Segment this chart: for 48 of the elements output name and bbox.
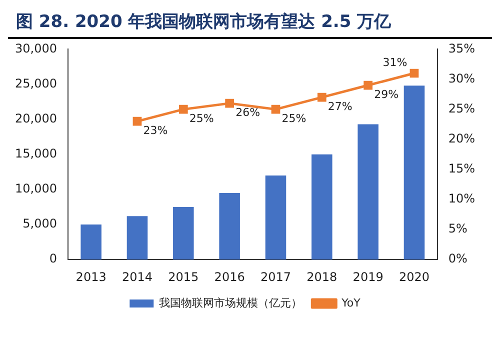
x-tick-label: 2014 (122, 270, 153, 284)
y-tick-label: 0 (49, 252, 57, 266)
bar (358, 124, 378, 260)
y2-tick-label: 15% (448, 162, 475, 176)
y2-tick-label: 0% (448, 252, 468, 266)
legend-label: YoY (340, 296, 361, 310)
y2-tick-label: 10% (448, 192, 475, 206)
data-label: 26% (236, 106, 260, 120)
point (317, 92, 326, 102)
x-tick-label: 2017 (260, 270, 292, 284)
legend-label: 我国物联网市场规模（亿元） (159, 296, 302, 310)
y-tick-label: 20,000 (14, 111, 57, 126)
data-label: 31% (382, 56, 408, 70)
x-tick-label: 2013 (76, 270, 106, 284)
data-label: 25% (282, 112, 306, 126)
x-tick-label: 2016 (214, 270, 245, 284)
data-label: 25% (189, 112, 214, 126)
x-tick-label: 2019 (352, 270, 384, 284)
y-tick-label: 15,000 (14, 146, 57, 161)
y2-tick-label: 35% (448, 41, 475, 56)
chart-title: 图 28. 2020 年我国物联网市场有望达 2.5 万亿 (16, 12, 392, 32)
point (364, 80, 373, 90)
y-tick-label: 25,000 (14, 76, 57, 90)
point (410, 68, 419, 78)
y-tick-label: 5,000 (22, 216, 57, 231)
bar (312, 154, 332, 260)
point (271, 104, 280, 114)
y2-tick-label: 5% (448, 222, 468, 236)
point (132, 116, 142, 126)
point (225, 98, 234, 108)
bar (126, 216, 148, 260)
bar (173, 207, 194, 260)
data-label: 23% (143, 124, 168, 138)
point (178, 104, 188, 114)
x-tick-label: 2015 (168, 270, 199, 284)
bar (219, 192, 240, 260)
y2-tick-label: 20% (448, 131, 475, 146)
x-tick-label: 2018 (306, 270, 338, 284)
y2-tick-label: 25% (448, 101, 475, 116)
x-tick-label: 2020 (398, 270, 430, 284)
bar (265, 175, 286, 260)
y2-tick-label: 30% (448, 71, 475, 86)
y-tick-label: 10,000 (14, 182, 57, 196)
data-label: 27% (328, 100, 352, 114)
y-tick-label: 30,000 (14, 41, 57, 56)
bar (80, 224, 102, 260)
data-label: 29% (374, 88, 399, 102)
bar (404, 86, 425, 260)
